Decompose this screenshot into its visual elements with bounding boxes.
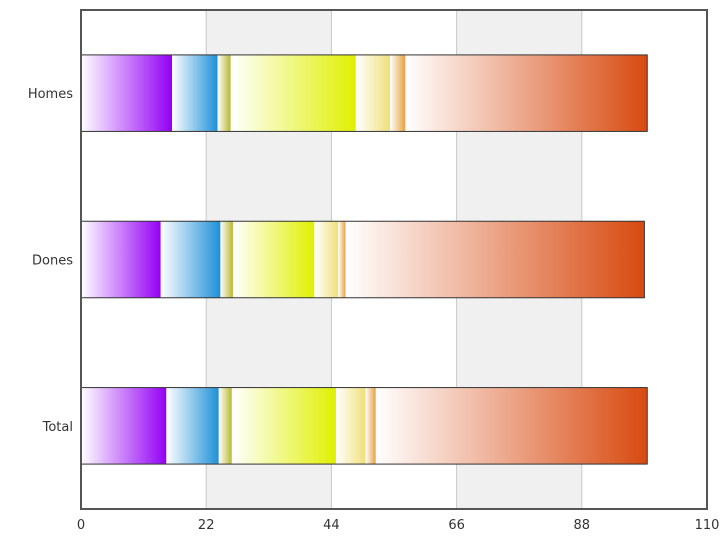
x-tick-label: 66	[448, 518, 465, 533]
y-tick-label: Total	[42, 420, 73, 435]
x-tick-label: 88	[574, 518, 591, 533]
bar-segment	[345, 221, 645, 298]
y-axis-ticks: Homes Dones Total	[28, 87, 73, 435]
bar-segment	[405, 54, 648, 132]
bar-segment	[81, 387, 167, 465]
bar-segment	[220, 221, 233, 298]
bar-segment	[375, 387, 648, 465]
bar-segment	[81, 54, 173, 132]
bar-segment	[230, 54, 356, 132]
bar-segment	[231, 387, 336, 465]
bar-segment	[218, 387, 232, 465]
bar-segment	[217, 54, 231, 132]
y-tick-label: Homes	[28, 87, 73, 102]
x-tick-label: 0	[77, 518, 85, 533]
bar-segment	[166, 387, 219, 465]
bar-segment	[335, 387, 366, 465]
bar-segment	[338, 221, 346, 298]
bar-segment	[365, 387, 376, 465]
x-tick-label: 44	[323, 518, 340, 533]
x-tick-label: 22	[198, 518, 215, 533]
x-tick-label: 110	[695, 518, 720, 533]
plot-frame	[80, 9, 708, 510]
bars	[80, 54, 648, 465]
bar-segment	[390, 54, 406, 132]
bar-segment	[355, 54, 391, 132]
bar-segment	[172, 54, 218, 132]
bar-segment	[314, 221, 339, 298]
bar-segment	[160, 221, 221, 298]
bar-segment	[232, 221, 315, 298]
y-tick-label: Dones	[32, 254, 73, 269]
bar-segment	[81, 221, 161, 298]
x-axis-ticks: 0 22 44 66 88 110	[77, 518, 720, 533]
plot-area-border	[80, 9, 708, 510]
